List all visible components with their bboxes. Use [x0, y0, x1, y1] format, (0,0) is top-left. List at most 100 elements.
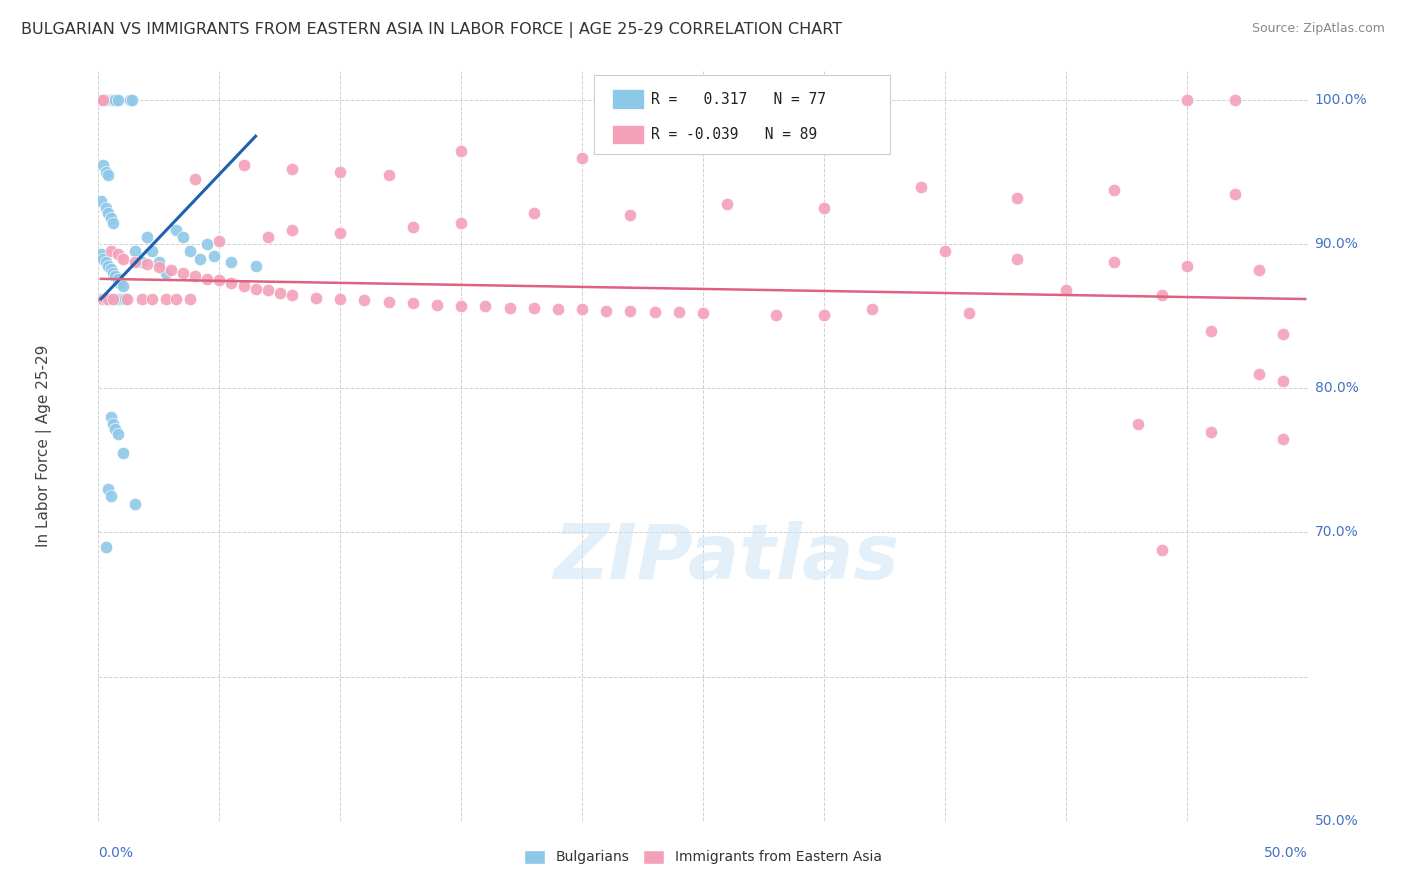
Point: [619, 303, 641, 318]
Point: [104, 93, 127, 107]
Point: [329, 292, 352, 306]
Point: [107, 427, 129, 442]
Point: [595, 303, 617, 318]
Point: [104, 292, 127, 306]
Point: [111, 292, 134, 306]
Point: [523, 205, 546, 219]
Point: [104, 93, 127, 107]
Point: [107, 292, 129, 306]
Point: [523, 301, 546, 315]
Text: ZIPatlas: ZIPatlas: [554, 522, 900, 595]
Point: [100, 93, 122, 107]
Point: [860, 302, 883, 317]
Point: [1007, 191, 1029, 205]
Point: [402, 296, 425, 310]
Point: [94, 93, 117, 107]
Point: [1102, 182, 1125, 196]
Point: [716, 197, 738, 211]
Point: [91, 93, 114, 107]
Point: [269, 286, 291, 301]
Point: [498, 301, 520, 315]
Point: [1223, 186, 1246, 201]
Point: [204, 249, 226, 263]
Point: [450, 216, 472, 230]
Point: [1007, 252, 1029, 266]
Point: [91, 252, 114, 266]
Point: [377, 294, 399, 309]
Text: BULGARIAN VS IMMIGRANTS FROM EASTERN ASIA IN LABOR FORCE | AGE 25-29 CORRELATION: BULGARIAN VS IMMIGRANTS FROM EASTERN ASI…: [21, 22, 842, 38]
Point: [1272, 326, 1295, 341]
Point: [450, 144, 472, 158]
Text: 80.0%: 80.0%: [1315, 382, 1358, 395]
Point: [124, 254, 146, 268]
Point: [111, 446, 134, 460]
Point: [208, 273, 231, 287]
Point: [377, 168, 399, 182]
Text: R =   0.317   N = 77: R = 0.317 N = 77: [651, 92, 825, 106]
Point: [813, 201, 835, 215]
Point: [1102, 254, 1125, 268]
Point: [256, 230, 278, 244]
Point: [97, 292, 120, 306]
Point: [155, 292, 177, 306]
Point: [245, 259, 267, 273]
Point: [90, 292, 112, 306]
Point: [1199, 324, 1222, 338]
Text: 0.0%: 0.0%: [98, 846, 134, 860]
Point: [474, 299, 496, 313]
Point: [100, 211, 122, 226]
Point: [101, 292, 124, 306]
Text: R = -0.039   N = 89: R = -0.039 N = 89: [651, 127, 817, 142]
Point: [165, 292, 187, 306]
Point: [101, 216, 124, 230]
Point: [94, 292, 117, 306]
Point: [221, 254, 243, 268]
Point: [692, 306, 714, 320]
FancyBboxPatch shape: [595, 75, 890, 153]
Text: 100.0%: 100.0%: [1315, 93, 1367, 107]
Point: [100, 292, 122, 306]
Point: [131, 292, 153, 306]
Point: [94, 254, 117, 268]
Point: [100, 93, 122, 107]
Point: [208, 235, 231, 249]
FancyBboxPatch shape: [613, 89, 644, 109]
Point: [101, 266, 124, 280]
Point: [94, 165, 117, 179]
Text: 70.0%: 70.0%: [1315, 525, 1358, 540]
Point: [131, 254, 153, 268]
Point: [1272, 374, 1295, 388]
Point: [101, 93, 124, 107]
Point: [910, 179, 932, 194]
Point: [329, 165, 352, 179]
Point: [426, 298, 449, 312]
Point: [135, 230, 157, 244]
Point: [124, 497, 146, 511]
Text: In Labor Force | Age 25-29: In Labor Force | Age 25-29: [37, 345, 52, 547]
Point: [256, 284, 278, 298]
Point: [94, 93, 117, 107]
FancyBboxPatch shape: [613, 125, 644, 144]
Point: [184, 268, 207, 283]
Point: [1175, 93, 1198, 107]
Point: [107, 93, 129, 107]
Point: [1175, 259, 1198, 273]
Point: [957, 306, 980, 320]
Point: [184, 172, 207, 186]
Point: [97, 292, 120, 306]
Point: [571, 151, 593, 165]
Point: [450, 299, 472, 313]
Point: [101, 93, 124, 107]
Text: 90.0%: 90.0%: [1315, 237, 1358, 252]
Point: [90, 93, 112, 107]
Point: [179, 292, 201, 306]
Point: [117, 292, 139, 306]
Point: [305, 291, 328, 305]
Point: [90, 194, 112, 208]
Point: [172, 230, 194, 244]
Legend: Bulgarians, Immigrants from Eastern Asia: Bulgarians, Immigrants from Eastern Asia: [519, 844, 887, 870]
Point: [188, 252, 211, 266]
Text: 50.0%: 50.0%: [1264, 846, 1308, 860]
Point: [813, 308, 835, 322]
Point: [619, 209, 641, 223]
